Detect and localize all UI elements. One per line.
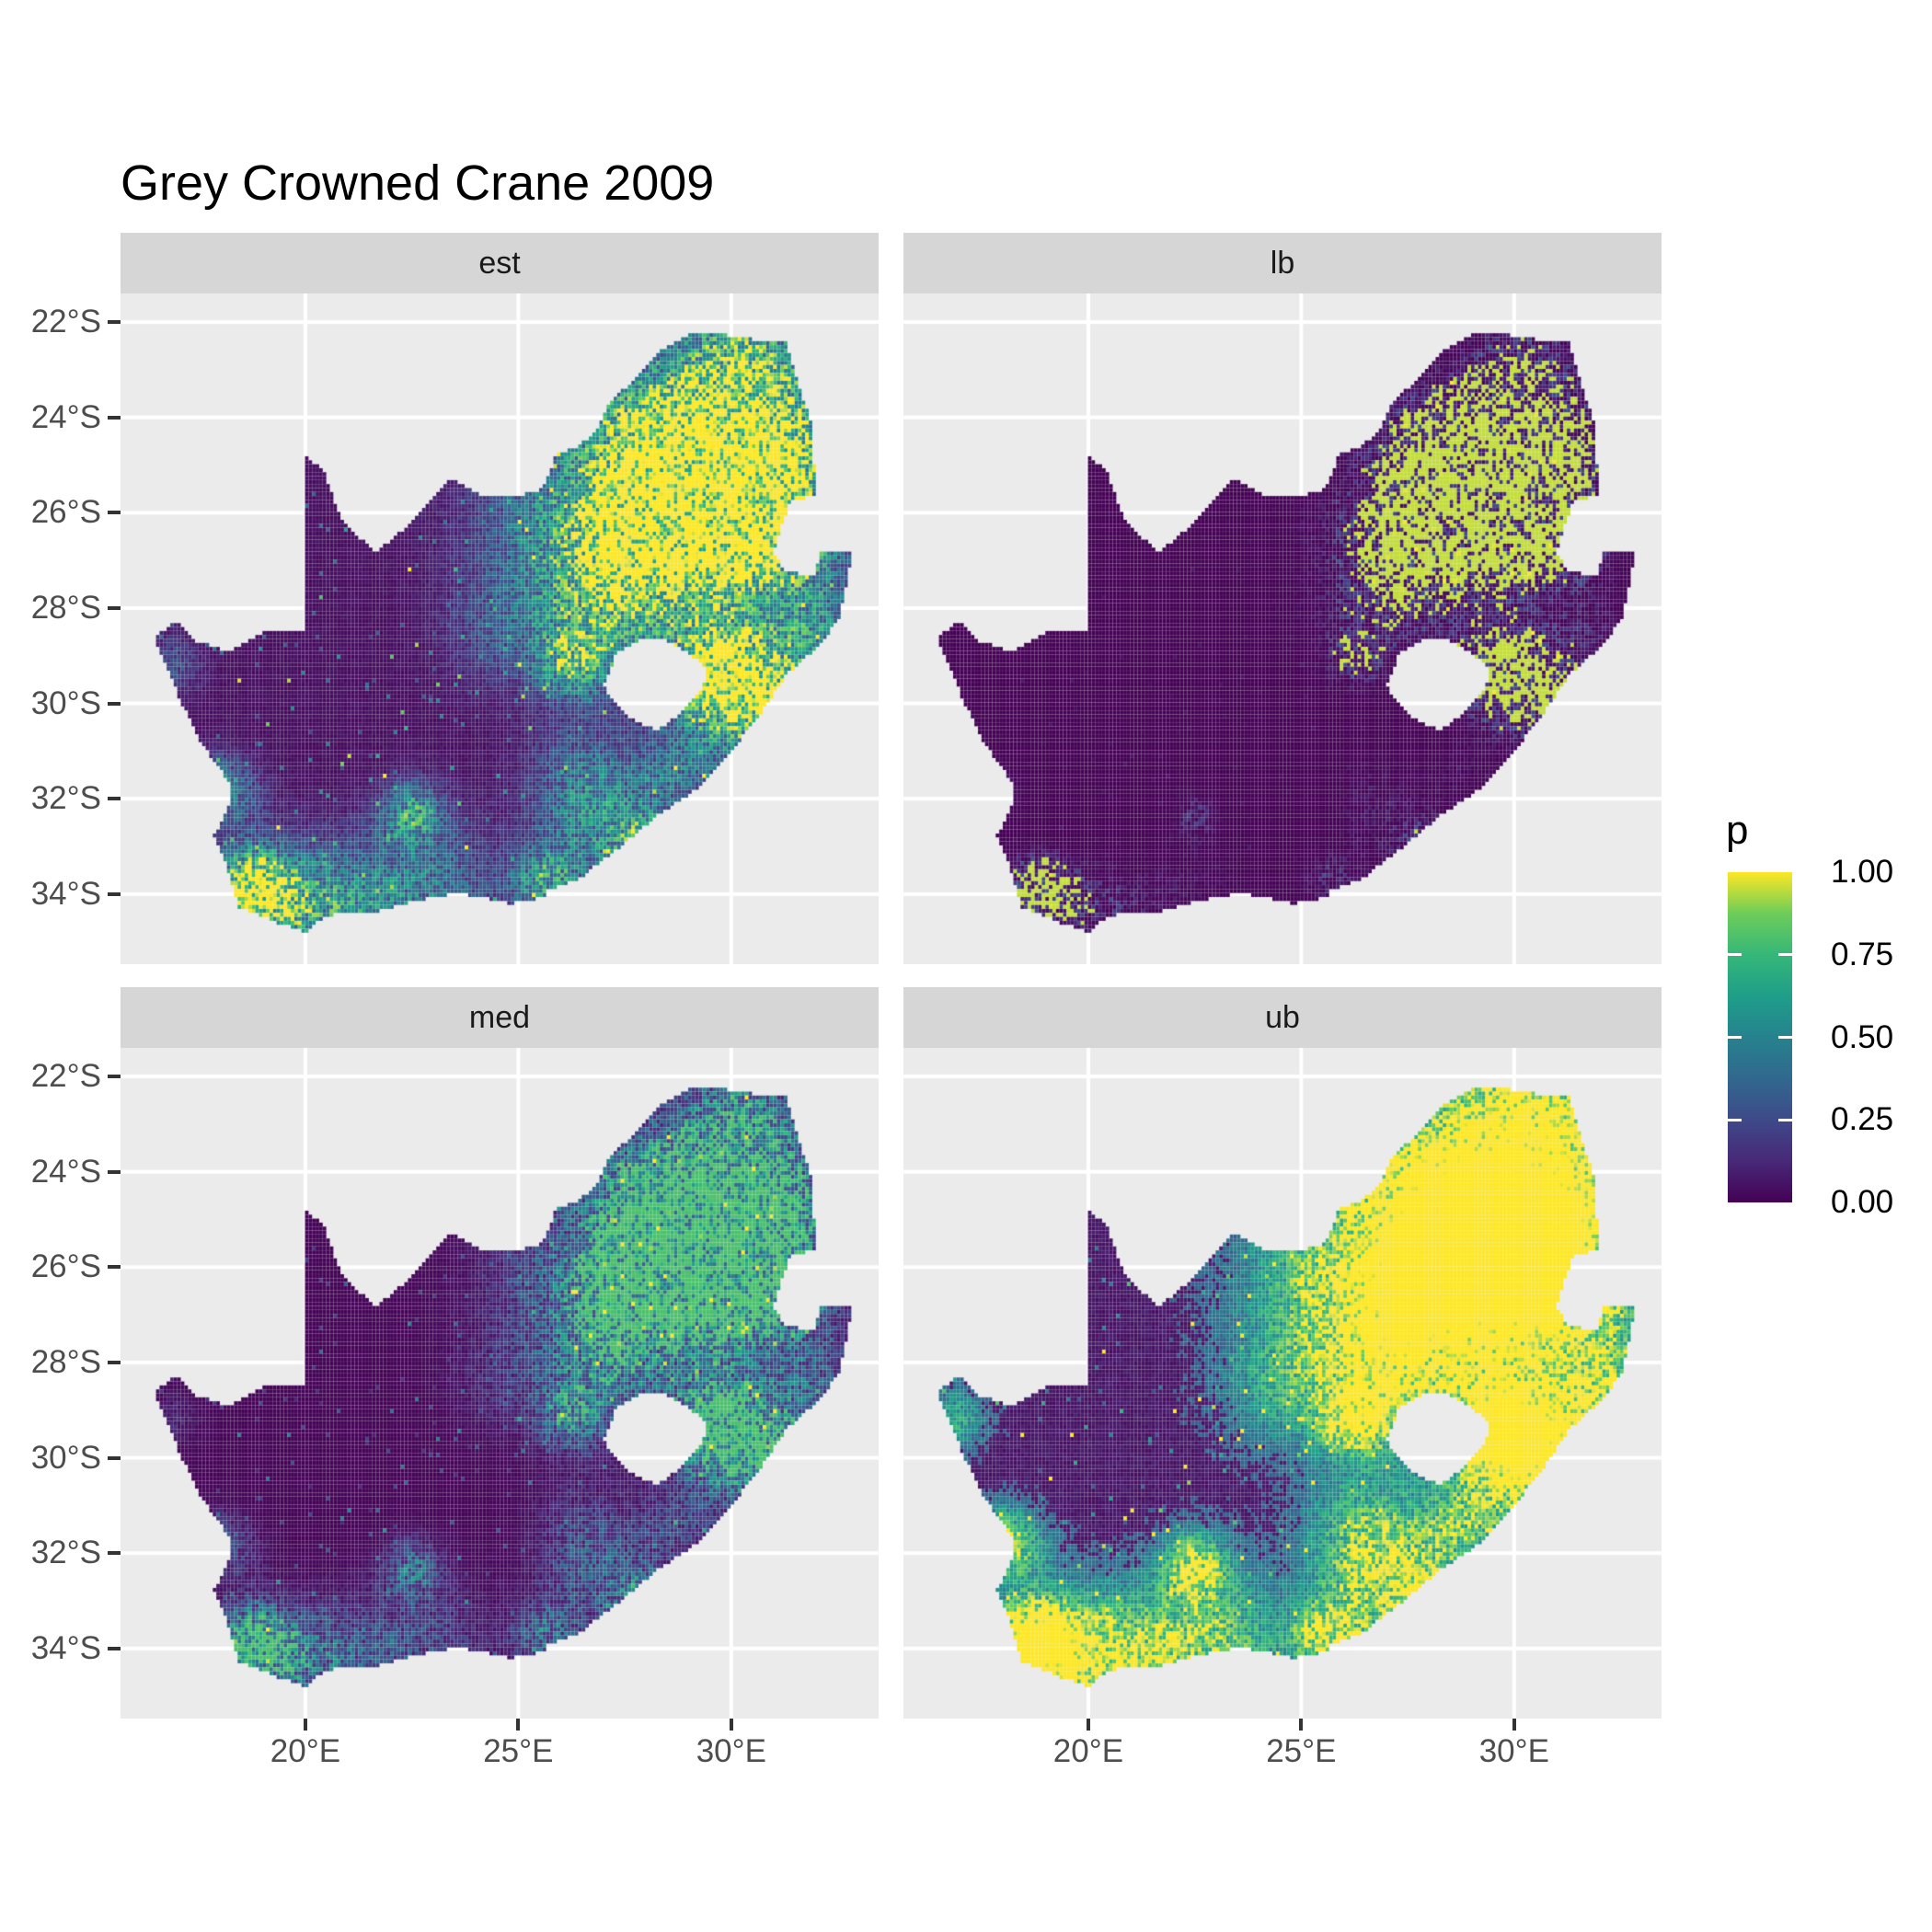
- y-tick-mark: [108, 891, 121, 896]
- legend-colorbar-tick: [1778, 1118, 1792, 1121]
- legend-colorbar-tick: [1728, 1036, 1742, 1039]
- facet-strip-ub: ub: [903, 987, 1662, 1048]
- legend-label: 0.00: [1831, 1184, 1894, 1220]
- facet-strip-med: med: [121, 987, 879, 1048]
- y-tick-label: 24°S: [30, 1153, 101, 1190]
- x-tick-mark: [729, 1719, 733, 1731]
- facet-strip-label-ub: ub: [1265, 999, 1300, 1035]
- facet-panel-med: [121, 1048, 879, 1719]
- y-tick-label: 22°S: [30, 1058, 101, 1095]
- y-tick-mark: [108, 511, 121, 515]
- y-tick-label: 30°S: [30, 1439, 101, 1476]
- legend-colorbar: [1728, 872, 1792, 1202]
- legend-colorbar-tick: [1728, 953, 1742, 957]
- x-tick-mark: [1086, 1719, 1090, 1731]
- x-tick-mark: [303, 1719, 307, 1731]
- x-tick-mark: [1512, 1719, 1516, 1731]
- y-tick-mark: [108, 605, 121, 610]
- y-tick-mark: [108, 1455, 121, 1460]
- facet-panel-ub: [903, 1048, 1662, 1719]
- y-tick-label: 26°S: [30, 494, 101, 531]
- map-canvas-ub: [903, 1048, 1662, 1719]
- y-tick-label: 34°S: [30, 875, 101, 912]
- x-tick-label: 20°E: [270, 1733, 341, 1769]
- legend-colorbar-tick: [1778, 1036, 1792, 1039]
- facet-strip-label-est: est: [478, 245, 521, 281]
- legend-title: p: [1726, 808, 1749, 853]
- legend-colorbar-tick: [1778, 953, 1792, 957]
- y-tick-label: 32°S: [30, 1535, 101, 1571]
- facet-strip-est: est: [121, 233, 879, 293]
- y-tick-mark: [108, 797, 121, 801]
- x-tick-mark: [516, 1719, 521, 1731]
- y-tick-mark: [108, 701, 121, 706]
- x-tick-label: 25°E: [1266, 1733, 1337, 1769]
- y-tick-label: 22°S: [30, 304, 101, 340]
- y-tick-label: 24°S: [30, 398, 101, 435]
- facet-strip-lb: lb: [903, 233, 1662, 293]
- legend-colorbar-tick: [1728, 1118, 1742, 1121]
- map-canvas-lb: [903, 293, 1662, 964]
- y-tick-mark: [108, 1265, 121, 1270]
- facet-strip-label-lb: lb: [1270, 245, 1295, 281]
- x-tick-label: 25°E: [483, 1733, 554, 1769]
- plot-title: Grey Crowned Crane 2009: [121, 155, 715, 211]
- legend-label: 0.75: [1831, 936, 1894, 972]
- x-tick-label: 30°E: [696, 1733, 766, 1769]
- y-tick-mark: [108, 1360, 121, 1364]
- legend-label: 1.00: [1831, 854, 1894, 890]
- y-tick-label: 30°S: [30, 684, 101, 721]
- facet-panel-lb: [903, 293, 1662, 964]
- y-tick-label: 28°S: [30, 1343, 101, 1380]
- legend-label: 0.25: [1831, 1101, 1894, 1138]
- y-tick-mark: [108, 1075, 121, 1079]
- y-tick-mark: [108, 1169, 121, 1174]
- y-tick-label: 32°S: [30, 780, 101, 817]
- legend-label: 0.50: [1831, 1018, 1894, 1055]
- map-canvas-est: [121, 293, 879, 964]
- x-tick-mark: [1299, 1719, 1304, 1731]
- y-tick-mark: [108, 1551, 121, 1556]
- y-tick-mark: [108, 1646, 121, 1650]
- y-tick-label: 26°S: [30, 1248, 101, 1285]
- x-tick-label: 30°E: [1478, 1733, 1549, 1769]
- y-tick-mark: [108, 415, 121, 420]
- map-canvas-med: [121, 1048, 879, 1719]
- y-tick-mark: [108, 320, 121, 325]
- x-tick-label: 20°E: [1052, 1733, 1124, 1769]
- facet-strip-label-med: med: [468, 999, 531, 1035]
- facet-panel-est: [121, 293, 879, 964]
- y-tick-label: 28°S: [30, 589, 101, 626]
- y-tick-label: 34°S: [30, 1629, 101, 1666]
